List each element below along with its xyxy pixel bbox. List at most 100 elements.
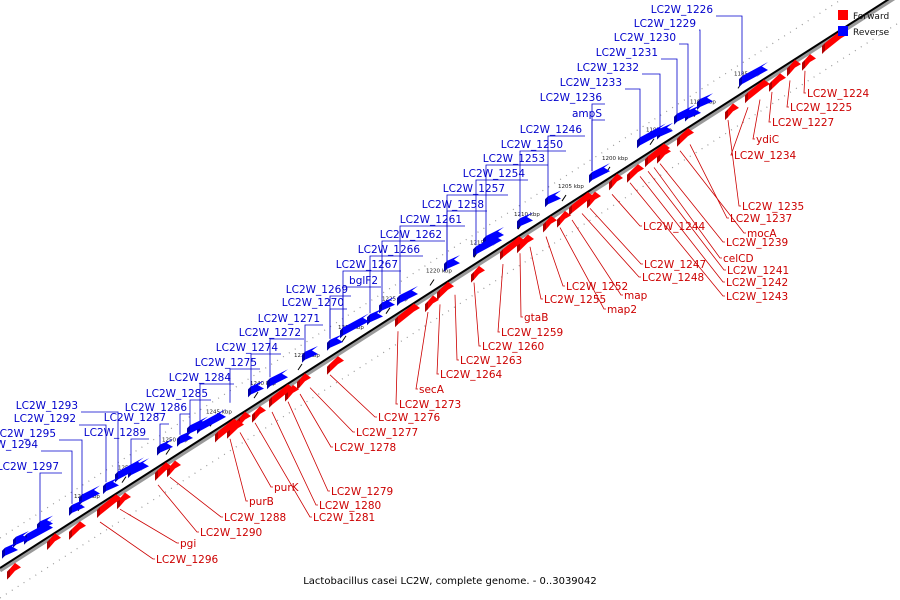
gene-arrow-shade (69, 528, 72, 540)
forward-leader-line (752, 99, 761, 140)
gene-arrow-shade (395, 316, 398, 328)
legend-forward-swatch (838, 10, 848, 20)
legend-reverse-swatch (838, 26, 848, 36)
gene-label-lc2w-1281: LC2W_1281 (313, 512, 375, 524)
gene-arrow-shade (13, 536, 16, 548)
gene-label-lc2w-1241: LC2W_1241 (727, 265, 789, 277)
forward-leader-line (689, 144, 729, 219)
forward-gene-arrow (398, 303, 420, 325)
gene-arrow-shade (248, 386, 251, 398)
reverse-leader-line (699, 29, 701, 102)
reverse-leader-line (679, 43, 689, 110)
gene-arrow-shade (252, 411, 255, 423)
reverse-gene-arrow (118, 457, 144, 480)
reverse-leader-line (130, 438, 149, 467)
forward-gene-arrow (330, 356, 344, 372)
legend-forward-label: Forward (853, 12, 889, 22)
gene-arrow-shade (677, 135, 680, 147)
forward-leader-line (679, 150, 746, 234)
reverse-leader-line (59, 439, 83, 498)
reverse-gene-arrow (700, 93, 713, 107)
gene-arrow-shade (2, 547, 5, 559)
gene-label-lc2w-1231: LC2W_1231 (596, 47, 658, 59)
gene-arrow-shade (397, 295, 400, 306)
forward-gene-arrow (748, 79, 770, 101)
reverse-leader-line (79, 424, 107, 483)
gene-arrow-shade (517, 218, 520, 230)
forward-gene-arrow (170, 460, 181, 475)
gene-label-amps: ampS (572, 108, 602, 120)
reverse-leader-line (485, 164, 548, 239)
gene-label-lc2w-1230: LC2W_1230 (614, 32, 676, 44)
gene-label-gtab: gtaB (524, 312, 548, 324)
gene-arrow-shade (500, 249, 503, 261)
forward-gene-arrow (612, 173, 623, 188)
tick-label: 1220 kbp (426, 269, 452, 275)
gene-arrow-shade (187, 425, 190, 437)
gene-label-pgi: pgi (180, 538, 196, 550)
tick-label: 1200 kbp (602, 156, 628, 162)
gene-label-lc2w-1277: LC2W_1277 (356, 427, 418, 439)
gene-arrow-shade (97, 507, 100, 518)
reverse-leader-line (189, 399, 211, 429)
reverse-gene-arrow (251, 380, 264, 395)
gene-label-ydic: ydiC (756, 134, 779, 146)
reverse-gene-arrow (476, 232, 502, 255)
gene-arrow-shade (69, 504, 72, 516)
reverse-leader-line (304, 324, 323, 355)
forward-leader-line (229, 438, 248, 502)
gene-label-lc2w-1239: LC2W_1239 (726, 237, 788, 249)
gene-label-lc2w-1232: LC2W_1232 (577, 62, 639, 74)
forward-gene-arrow (648, 143, 670, 165)
forward-gene-arrow (10, 562, 21, 577)
gene-label-lc2w-1234: LC2W_1234 (734, 150, 797, 162)
gene-label-lc2w-1294: LC2W_1294 (0, 439, 38, 451)
gene-arrow-shade (444, 260, 447, 272)
gene-label-lc2w-1225: LC2W_1225 (790, 102, 852, 114)
forward-leader-line (497, 264, 504, 333)
gene-arrow-shade (155, 469, 158, 481)
forward-leader-line (611, 194, 642, 227)
forward-gene-arrow (72, 521, 86, 537)
gene-arrow-shade (157, 444, 160, 456)
gene-label-seca: secA (419, 384, 445, 396)
reverse-gene-arrow (180, 430, 193, 444)
reverse-gene-arrow (305, 346, 318, 360)
forward-gene-arrow (120, 492, 131, 507)
forward-gene-arrow (572, 192, 594, 213)
forward-leader-line (786, 80, 791, 108)
reverse-gene-arrow (270, 369, 288, 387)
reverse-leader-line (39, 472, 62, 525)
forward-gene-arrow (100, 494, 122, 515)
gene-label-lc2w-1233: LC2W_1233 (560, 77, 622, 89)
gene-arrow-shade (645, 156, 648, 168)
gene-label-lc2w-1236: LC2W_1236 (540, 92, 603, 104)
gene-arrow-shade (609, 179, 612, 191)
forward-gene-arrow (546, 215, 557, 230)
reverse-leader-line (475, 179, 528, 246)
track-dotted-line (0, 21, 900, 599)
gene-arrow-shade (569, 204, 572, 216)
reverse-leader-line (716, 15, 743, 76)
gene-arrow-shade (115, 471, 118, 483)
gene-label-lc2w-1280: LC2W_1280 (319, 500, 381, 512)
gene-label-lc2w-1258: LC2W_1258 (422, 199, 484, 211)
gene-label-bglf2: bglF2 (349, 275, 378, 287)
forward-leader-line (309, 387, 355, 433)
reverse-gene-arrow (5, 542, 18, 556)
forward-gene-arrow (790, 59, 801, 74)
forward-gene-arrow (503, 236, 525, 258)
gene-arrow-shade (589, 172, 592, 184)
gene-label-lc2w-1244: LC2W_1244 (643, 221, 706, 233)
gene-label-lc2w-1270: LC2W_1270 (282, 297, 344, 309)
gene-arrow-shade (7, 568, 10, 580)
forward-leader-line (730, 107, 749, 156)
gene-arrow-shade (302, 351, 305, 363)
forward-gene-arrow (805, 54, 816, 68)
gene-arrow-shade (473, 246, 476, 258)
gene-label-lc2w-1263: LC2W_1263 (460, 355, 522, 367)
forward-gene-arrow (300, 373, 311, 387)
gene-label-lc2w-1235: LC2W_1235 (742, 201, 804, 213)
tick-label: 1225 kbp (382, 297, 408, 303)
